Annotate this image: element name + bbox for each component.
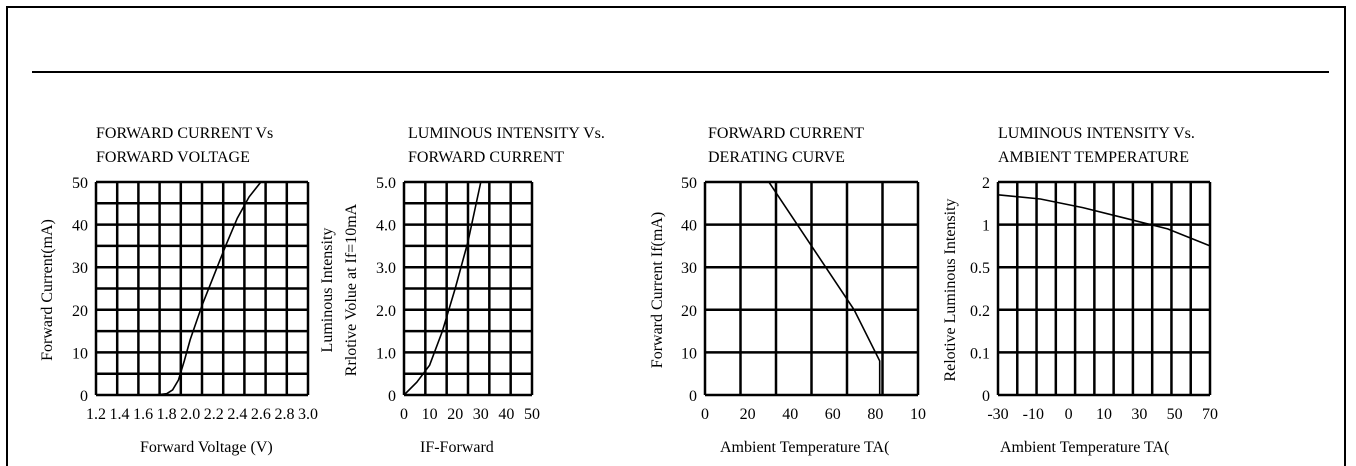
- page-border: [6, 6, 1346, 466]
- x-tick-label: 2.6: [251, 406, 271, 423]
- x-tick-label: 80: [867, 406, 883, 423]
- x-tick-label: 2.0: [180, 406, 200, 423]
- chart-title-line: LUMINOUS INTENSITY Vs.: [408, 125, 605, 142]
- y-axis-label: Forward Current(mA): [39, 219, 56, 361]
- y-axis-label: Rrlotive Volue at If=10mA: [343, 203, 360, 376]
- y-tick-label: 1: [982, 218, 990, 235]
- y-axis-label: Forward Current If(mA): [649, 212, 666, 368]
- y-axis-label: Relotive Luminous Intensity: [942, 198, 959, 381]
- y-tick-label: 30: [681, 260, 697, 277]
- y-tick-label: 20: [681, 303, 697, 320]
- x-tick-label: 30: [1131, 406, 1147, 423]
- x-tick-label: 2.2: [204, 406, 224, 423]
- x-tick-label: 40: [498, 406, 514, 423]
- x-tick-label: 50: [524, 406, 540, 423]
- y-tick-label: 0.2: [970, 303, 990, 320]
- y-tick-label: 30: [72, 260, 88, 277]
- x-axis-label: Ambient Temperature TA(: [1000, 439, 1169, 456]
- chart-title-line: FORWARD CURRENT Vs: [96, 125, 273, 142]
- chart-4: LUMINOUS INTENSITY Vs. AMBIENT TEMPERATUR…: [942, 125, 1218, 456]
- x-tick-label: 50: [1167, 406, 1183, 423]
- x-tick-label: 30: [473, 406, 489, 423]
- y-tick-label: 10: [681, 345, 697, 362]
- chart-title-line: DERATING CURVE: [708, 149, 845, 166]
- y-axis-label: Luminous Intensity: [319, 228, 336, 353]
- y-tick-label: 40: [72, 218, 88, 235]
- y-tick-label: 0: [982, 388, 990, 405]
- y-tick-label: 2: [982, 175, 990, 192]
- x-tick-label: 1.6: [133, 406, 153, 423]
- y-tick-label: 1.0: [376, 345, 396, 362]
- series-line: [154, 181, 262, 396]
- x-tick-label: 0: [1065, 406, 1073, 423]
- x-tick-label: 2.8: [274, 406, 294, 423]
- header-rule: [32, 71, 1329, 73]
- chart-title-line: LUMINOUS INTENSITY Vs.: [998, 125, 1195, 142]
- x-tick-label: 1.4: [110, 406, 130, 423]
- y-tick-label: 50: [681, 175, 697, 192]
- y-tick-label: 4.0: [376, 218, 396, 235]
- chart-1: FORWARD CURRENT Vs FORWARD VOLTAGE 0 10 20 30…: [39, 125, 318, 456]
- series-line: [403, 181, 482, 396]
- x-tick-label: 70: [1202, 406, 1218, 423]
- x-tick-label: 60: [825, 406, 841, 423]
- series-line: [705, 181, 881, 395]
- y-tick-label: 0: [80, 388, 88, 405]
- series-line: [997, 194, 1211, 247]
- y-tick-label: 2.0: [376, 303, 396, 320]
- x-tick-label: 20: [447, 406, 463, 423]
- x-tick-label: 1.2: [86, 406, 106, 423]
- y-tick-label: 10: [72, 345, 88, 362]
- x-axis-label: Forward Voltage (V): [140, 439, 273, 456]
- chart-title-line: FORWARD CURRENT: [708, 125, 864, 142]
- chart-2: LUMINOUS INTENSITY Vs. FORWARD CURRENT 0 1.…: [319, 125, 605, 456]
- x-tick-label: 10: [422, 406, 438, 423]
- x-axis-label: IF-Forward: [420, 439, 494, 456]
- y-tick-label: 0.1: [970, 345, 990, 362]
- chart-title-line: FORWARD CURRENT: [408, 149, 564, 166]
- y-tick-label: 5.0: [376, 175, 396, 192]
- y-tick-label: 0: [689, 388, 697, 405]
- x-tick-label: 2.4: [227, 406, 247, 423]
- y-tick-label: 50: [72, 175, 88, 192]
- x-tick-label: 3.0: [298, 406, 318, 423]
- y-tick-label: 40: [681, 218, 697, 235]
- x-tick-label: 0: [400, 406, 408, 423]
- x-tick-label: -10: [1023, 406, 1044, 423]
- x-axis-label: Ambient Temperature TA(: [720, 439, 889, 456]
- y-tick-label: 3.0: [376, 260, 396, 277]
- x-tick-label: -30: [987, 406, 1008, 423]
- chart-title-line: FORWARD VOLTAGE: [96, 149, 250, 166]
- chart-title-line: AMBIENT TEMPERATURE: [998, 149, 1189, 166]
- y-tick-label: 0.5: [970, 260, 990, 277]
- x-tick-label: 20: [740, 406, 756, 423]
- x-tick-label: 40: [782, 406, 798, 423]
- x-tick-label: 10: [910, 406, 926, 423]
- x-tick-label: 10: [1096, 406, 1112, 423]
- y-tick-label: 0: [388, 388, 396, 405]
- x-tick-label: 1.8: [157, 406, 177, 423]
- x-tick-label: 0: [701, 406, 709, 423]
- y-tick-label: 20: [72, 303, 88, 320]
- chart-3: FORWARD CURRENT DERATING CURVE 0 10 20 30 40 50…: [649, 125, 926, 456]
